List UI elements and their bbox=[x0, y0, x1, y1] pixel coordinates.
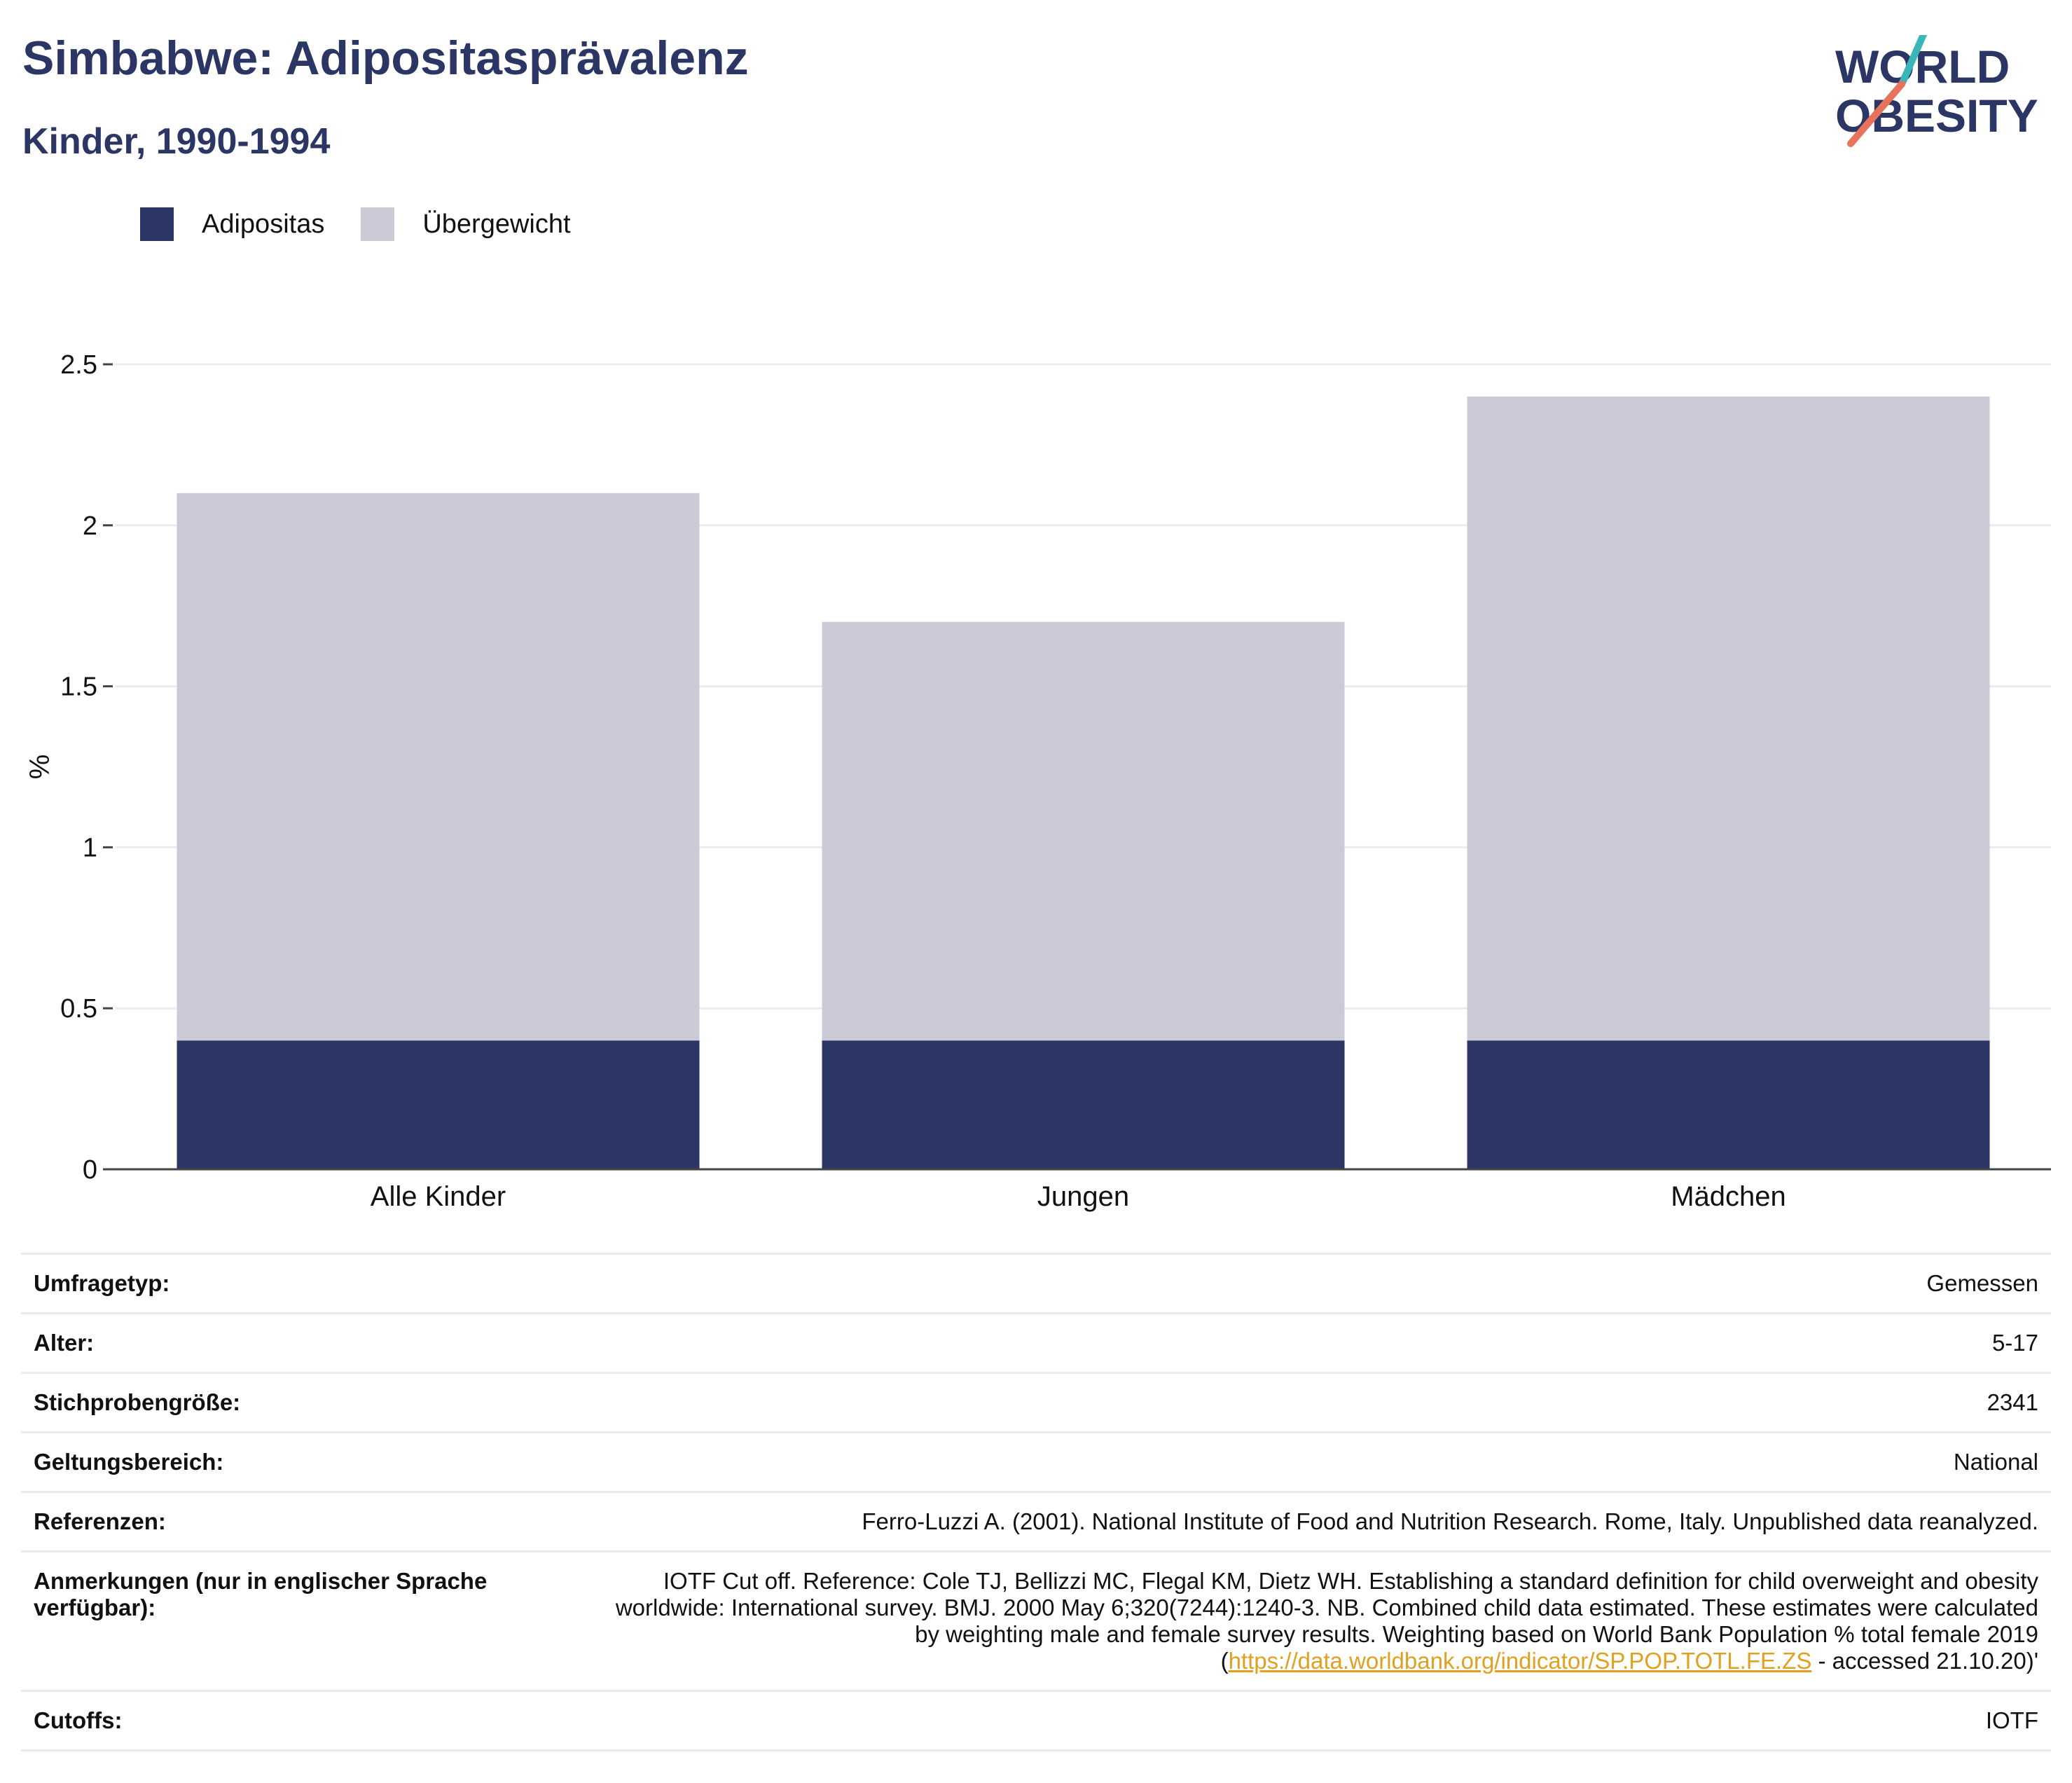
row-label-survey-type: Umfragetyp: bbox=[21, 1253, 579, 1314]
y-tick-label: 0.5 bbox=[60, 994, 97, 1024]
y-axis-label: % bbox=[25, 755, 55, 780]
page-title: Simbabwe: Adipositasprävalenz bbox=[22, 32, 749, 85]
row-label-references: Referenzen: bbox=[21, 1491, 579, 1552]
notes-text: IOTF Cut off. Reference: Cole TJ, Belliz… bbox=[615, 1568, 2038, 1674]
y-tick-label: 2 bbox=[83, 511, 97, 541]
table-row: Stichprobengröße: 2341 bbox=[21, 1372, 2051, 1433]
world-obesity-logo[interactable]: WORLD OBESITY bbox=[1828, 35, 2052, 147]
row-label-scope: Geltungsbereich: bbox=[21, 1431, 579, 1492]
metadata-table: Umfragetyp: Gemessen Alter: 5-17 Stichpr… bbox=[21, 1253, 2051, 1751]
row-label-cutoffs: Cutoffs: bbox=[21, 1690, 579, 1751]
svg-text:WORLD: WORLD bbox=[1835, 41, 2010, 92]
y-tick-label: 0 bbox=[83, 1155, 97, 1185]
legend-item-adipositas[interactable]: Adipositas bbox=[140, 207, 324, 241]
table-row: Geltungsbereich: National bbox=[21, 1431, 2051, 1492]
row-value-scope: National bbox=[579, 1431, 2051, 1492]
y-tick-label: 1 bbox=[83, 833, 97, 862]
chart-legend: Adipositas Übergewicht bbox=[140, 207, 607, 241]
x-tick-label: Mädchen bbox=[1671, 1181, 1786, 1212]
bar-uebergewicht bbox=[177, 493, 700, 1041]
notes-link[interactable]: https://data.worldbank.org/indicator/SP.… bbox=[1228, 1648, 1812, 1674]
row-value-cutoffs: IOTF bbox=[579, 1690, 2051, 1751]
bar-uebergewicht bbox=[822, 621, 1345, 1041]
bar-chart: 0 0.5 1 1.5 2 2.5% Alle Kinder Jungen Mädchen bbox=[25, 350, 2051, 1212]
row-label-sample-size: Stichprobengröße: bbox=[21, 1372, 579, 1433]
table-row: Cutoffs: IOTF bbox=[21, 1690, 2051, 1751]
row-value-references: Ferro-Luzzi A. (2001). National Institut… bbox=[579, 1491, 2051, 1552]
x-tick-label: Alle Kinder bbox=[371, 1181, 506, 1212]
table-row: Umfragetyp: Gemessen bbox=[21, 1253, 2051, 1314]
table-row: Alter: 5-17 bbox=[21, 1312, 2051, 1373]
row-value-notes: IOTF Cut off. Reference: Cole TJ, Belliz… bbox=[579, 1550, 2051, 1691]
notes-suffix: - accessed 21.10.20)' bbox=[1811, 1648, 2039, 1674]
legend-label-uebergewicht: Übergewicht bbox=[422, 209, 571, 239]
legend-swatch-adipositas bbox=[140, 207, 174, 241]
bar-adipositas bbox=[177, 1040, 700, 1169]
table-row: Referenzen: Ferro-Luzzi A. (2001). Natio… bbox=[21, 1491, 2051, 1552]
legend-label-adipositas: Adipositas bbox=[202, 209, 325, 239]
row-value-age: 5-17 bbox=[579, 1312, 2051, 1373]
svg-text:OBESITY: OBESITY bbox=[1835, 90, 2038, 142]
legend-swatch-uebergewicht bbox=[361, 207, 395, 241]
bar-adipositas bbox=[822, 1040, 1345, 1169]
x-tick-label: Jungen bbox=[1037, 1181, 1129, 1212]
bar-adipositas bbox=[1467, 1040, 1990, 1169]
y-tick-label: 1.5 bbox=[60, 673, 97, 702]
page-subtitle: Kinder, 1990-1994 bbox=[22, 121, 331, 162]
row-label-notes: Anmerkungen (nur in englischer Sprache v… bbox=[21, 1550, 579, 1691]
row-label-age: Alter: bbox=[21, 1312, 579, 1373]
legend-item-uebergewicht[interactable]: Übergewicht bbox=[361, 207, 571, 241]
y-tick-label: 2.5 bbox=[60, 350, 97, 380]
bar-uebergewicht bbox=[1467, 396, 1990, 1041]
row-value-survey-type: Gemessen bbox=[579, 1253, 2051, 1314]
table-row: Anmerkungen (nur in englischer Sprache v… bbox=[21, 1550, 2051, 1691]
row-value-sample-size: 2341 bbox=[579, 1372, 2051, 1433]
